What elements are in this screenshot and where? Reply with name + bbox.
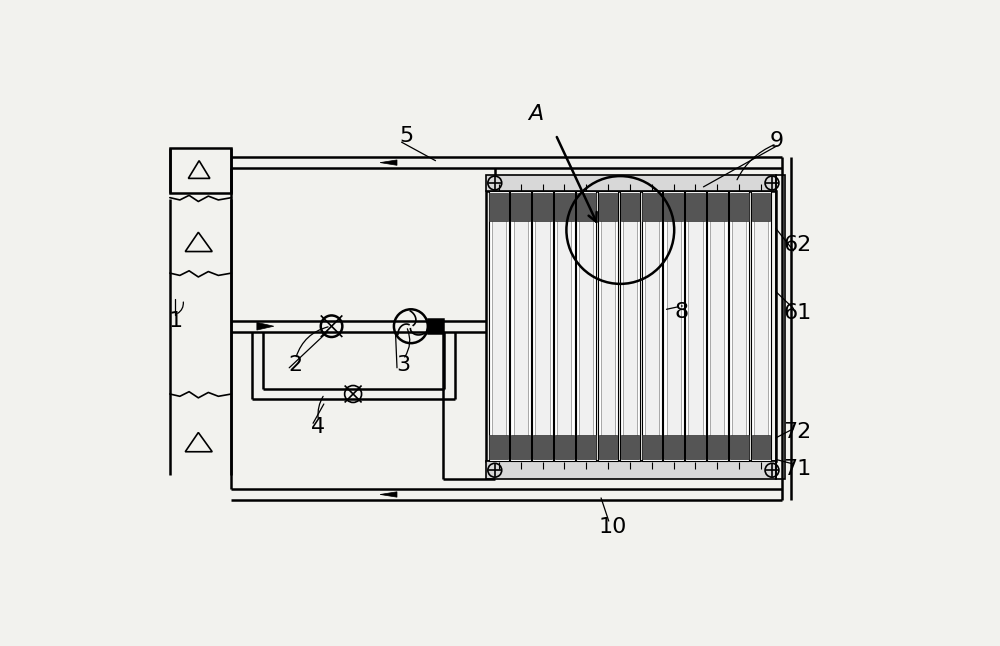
Bar bbox=[533, 193, 552, 221]
Bar bbox=[489, 191, 509, 461]
Bar bbox=[486, 174, 776, 191]
Polygon shape bbox=[380, 492, 397, 497]
Bar bbox=[486, 191, 776, 461]
Bar bbox=[576, 191, 596, 461]
Bar bbox=[621, 193, 639, 221]
Bar bbox=[752, 193, 770, 221]
Text: 5: 5 bbox=[399, 126, 413, 146]
Bar bbox=[428, 319, 443, 333]
Bar bbox=[667, 194, 681, 458]
Bar bbox=[620, 191, 640, 461]
Bar bbox=[599, 435, 617, 459]
Bar bbox=[601, 194, 615, 458]
Bar bbox=[510, 191, 531, 461]
Text: 4: 4 bbox=[311, 417, 326, 437]
Text: 1: 1 bbox=[168, 311, 182, 331]
Bar bbox=[555, 435, 574, 459]
Bar bbox=[514, 194, 528, 458]
Bar bbox=[664, 193, 683, 221]
Text: 71: 71 bbox=[783, 459, 812, 479]
Bar bbox=[492, 194, 506, 458]
Bar bbox=[599, 193, 617, 221]
Bar bbox=[511, 435, 530, 459]
Bar bbox=[557, 194, 571, 458]
Bar bbox=[535, 194, 550, 458]
Text: 62: 62 bbox=[783, 235, 812, 255]
Bar bbox=[554, 191, 575, 461]
Bar bbox=[489, 435, 508, 459]
Text: 9: 9 bbox=[770, 130, 784, 151]
Bar bbox=[730, 435, 749, 459]
Bar bbox=[532, 191, 553, 461]
Text: 10: 10 bbox=[598, 517, 627, 537]
Bar bbox=[621, 435, 639, 459]
Bar bbox=[642, 191, 662, 461]
Bar bbox=[752, 435, 770, 459]
Bar bbox=[533, 435, 552, 459]
Polygon shape bbox=[380, 160, 397, 165]
Bar bbox=[170, 149, 231, 193]
Bar bbox=[754, 194, 768, 458]
Bar bbox=[685, 191, 706, 461]
Bar bbox=[663, 191, 684, 461]
Bar bbox=[598, 191, 618, 461]
Bar bbox=[707, 191, 728, 461]
Bar bbox=[577, 193, 596, 221]
Text: A: A bbox=[528, 105, 543, 125]
Text: 3: 3 bbox=[396, 355, 410, 375]
Bar bbox=[577, 435, 596, 459]
Bar bbox=[686, 435, 705, 459]
Bar bbox=[664, 435, 683, 459]
Bar bbox=[511, 193, 530, 221]
Bar bbox=[708, 193, 727, 221]
Text: 72: 72 bbox=[783, 422, 812, 443]
Bar bbox=[688, 194, 703, 458]
Text: 8: 8 bbox=[675, 302, 689, 322]
Bar bbox=[710, 194, 724, 458]
Bar bbox=[555, 193, 574, 221]
Bar bbox=[642, 435, 661, 459]
Bar bbox=[729, 191, 749, 461]
Bar bbox=[486, 461, 776, 479]
Bar bbox=[489, 193, 508, 221]
Polygon shape bbox=[257, 322, 274, 330]
Bar bbox=[730, 193, 749, 221]
Bar bbox=[686, 193, 705, 221]
Bar bbox=[732, 194, 746, 458]
Bar bbox=[776, 174, 785, 479]
Bar bbox=[751, 191, 771, 461]
Bar bbox=[708, 435, 727, 459]
Bar bbox=[623, 194, 637, 458]
Text: 2: 2 bbox=[288, 355, 302, 375]
Bar bbox=[642, 193, 661, 221]
Text: 61: 61 bbox=[783, 303, 812, 323]
Bar bbox=[579, 194, 593, 458]
Bar bbox=[645, 194, 659, 458]
